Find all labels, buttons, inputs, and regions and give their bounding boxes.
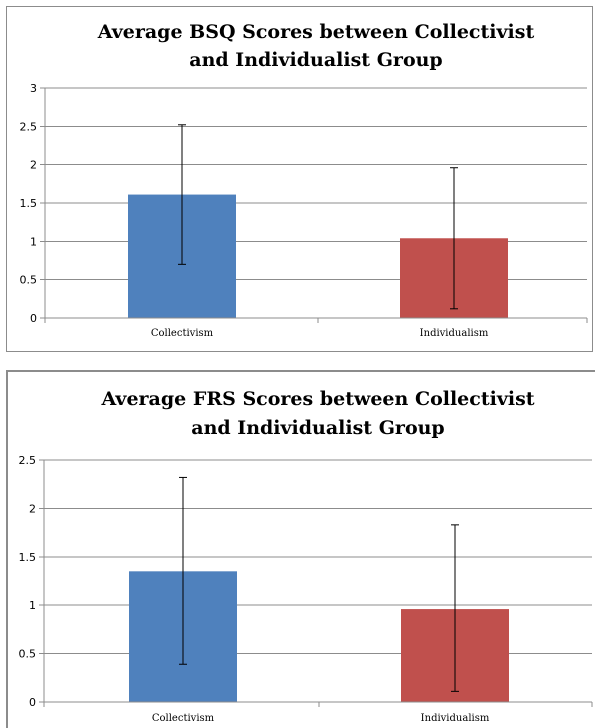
bsq-error-bar-collectivism bbox=[178, 124, 186, 265]
bsq-y-tick-label: 0.5 bbox=[20, 274, 38, 287]
bsq-y-tick-label: 2 bbox=[30, 159, 37, 172]
bsq-chart-panel: Average BSQ Scores between Collectivist a… bbox=[6, 6, 593, 352]
bsq-category-label-collectivism: Collectivism bbox=[151, 328, 214, 339]
frs-chart-title-line-1: Average FRS Scores between Collectivist bbox=[100, 388, 534, 410]
frs-y-tick-label: 0.5 bbox=[19, 648, 37, 661]
bsq-y-tick-label: 2.5 bbox=[20, 120, 38, 133]
frs-category-label-collectivism: Collectivism bbox=[152, 713, 215, 724]
frs-chart: Average FRS Scores between Collectivist a… bbox=[19, 388, 593, 724]
frs-error-bar-collectivism bbox=[179, 476, 187, 665]
bsq-y-tick-label: 1 bbox=[30, 235, 37, 248]
bsq-y-tick-label: 1.5 bbox=[20, 197, 38, 210]
bsq-category-label-individualism: Individualism bbox=[420, 328, 489, 339]
bsq-chart-title-line-1: Average BSQ Scores between Collectivist bbox=[97, 21, 535, 43]
bsq-error-bar-individualism bbox=[450, 167, 458, 310]
frs-category-label-individualism: Individualism bbox=[421, 713, 490, 724]
frs-chart-title-line-2: and Individualist Group bbox=[191, 417, 444, 439]
frs-y-tick-label: 1 bbox=[29, 599, 36, 612]
frs-y-tick-label: 2.5 bbox=[19, 454, 37, 467]
bsq-y-tick-label: 0 bbox=[30, 312, 37, 325]
frs-y-tick-label: 2 bbox=[29, 502, 36, 515]
frs-y-tick-label: 1.5 bbox=[19, 551, 37, 564]
bsq-y-tick-label: 3 bbox=[30, 82, 37, 95]
bsq-chart-title-line-2: and Individualist Group bbox=[189, 49, 442, 71]
frs-chart-panel: Average FRS Scores between Collectivist a… bbox=[6, 370, 595, 728]
frs-y-tick-label: 0 bbox=[29, 696, 36, 709]
frs-error-bar-individualism bbox=[451, 524, 459, 692]
bsq-chart: Average BSQ Scores between Collectivist a… bbox=[20, 21, 588, 339]
